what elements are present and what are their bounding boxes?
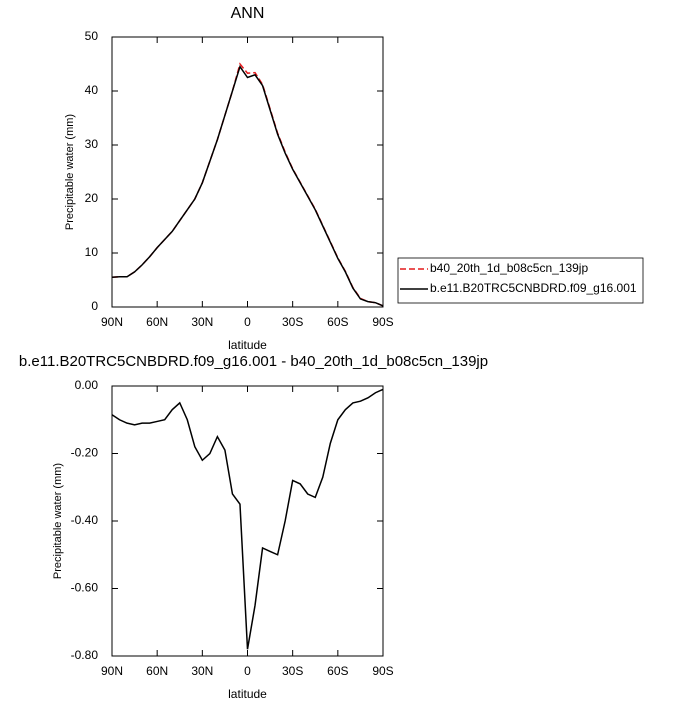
x-tick-label: 0 xyxy=(244,315,251,329)
x-tick-label: 60N xyxy=(146,315,168,329)
plot-frame xyxy=(111,36,384,308)
data-line xyxy=(111,62,384,307)
chart-title: b.e11.B20TRC5CNBDRD.f09_g16.001 - b40_20… xyxy=(19,353,488,370)
legend-label: b.e11.B20TRC5CNBDRD.f09_g16.001 xyxy=(430,281,637,295)
plot-frame xyxy=(111,385,384,657)
y-tick-label: -0.80 xyxy=(71,648,99,662)
x-tick-label: 60N xyxy=(146,664,168,678)
y-tick-label: 10 xyxy=(85,245,99,259)
x-tick-label: 30N xyxy=(191,664,213,678)
y-axis-label: Precipitable water (mm) xyxy=(64,114,76,230)
x-tick-label: 30S xyxy=(282,315,303,329)
y-tick-label: 0 xyxy=(91,299,98,313)
x-tick-label: 90S xyxy=(372,315,393,329)
y-tick-label: 50 xyxy=(85,29,99,43)
legend-box xyxy=(397,257,644,304)
x-tick-label: 90N xyxy=(101,664,123,678)
x-tick-label: 30N xyxy=(191,315,213,329)
y-tick-label: 40 xyxy=(85,83,99,97)
legend-label: b40_20th_1d_b08c5cn_139jp xyxy=(430,261,588,275)
x-tick-label: 0 xyxy=(244,664,251,678)
x-tick-label: 60S xyxy=(327,315,348,329)
data-line xyxy=(111,388,384,650)
data-line xyxy=(111,65,384,307)
y-tick-label: -0.60 xyxy=(71,581,99,595)
x-tick-label: 60S xyxy=(327,664,348,678)
x-tick-label: 90N xyxy=(101,315,123,329)
y-axis-label: Precipitable water (mm) xyxy=(52,463,64,579)
x-tick-label: 90S xyxy=(372,664,393,678)
chart-title: ANN xyxy=(231,5,265,22)
y-tick-label: -0.20 xyxy=(71,446,99,460)
y-tick-label: 0.00 xyxy=(75,378,99,392)
x-axis-label: latitude xyxy=(228,338,267,352)
x-tick-label: 30S xyxy=(282,664,303,678)
x-axis-label: latitude xyxy=(228,687,267,701)
y-tick-label: 30 xyxy=(85,137,99,151)
y-tick-label: -0.40 xyxy=(71,513,99,527)
y-tick-label: 20 xyxy=(85,191,99,205)
